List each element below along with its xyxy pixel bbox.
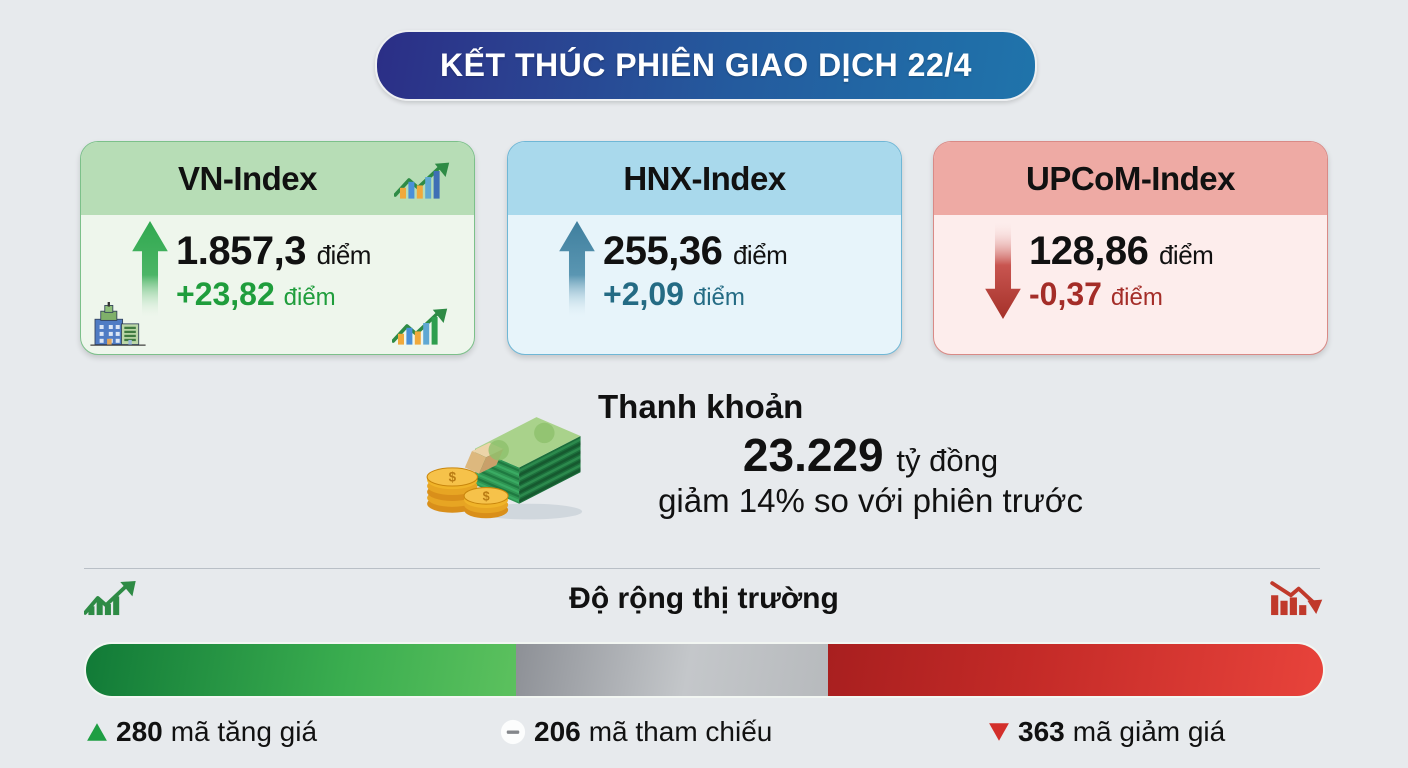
svg-text:$: $	[449, 470, 457, 485]
svg-text:$: $	[483, 490, 490, 504]
